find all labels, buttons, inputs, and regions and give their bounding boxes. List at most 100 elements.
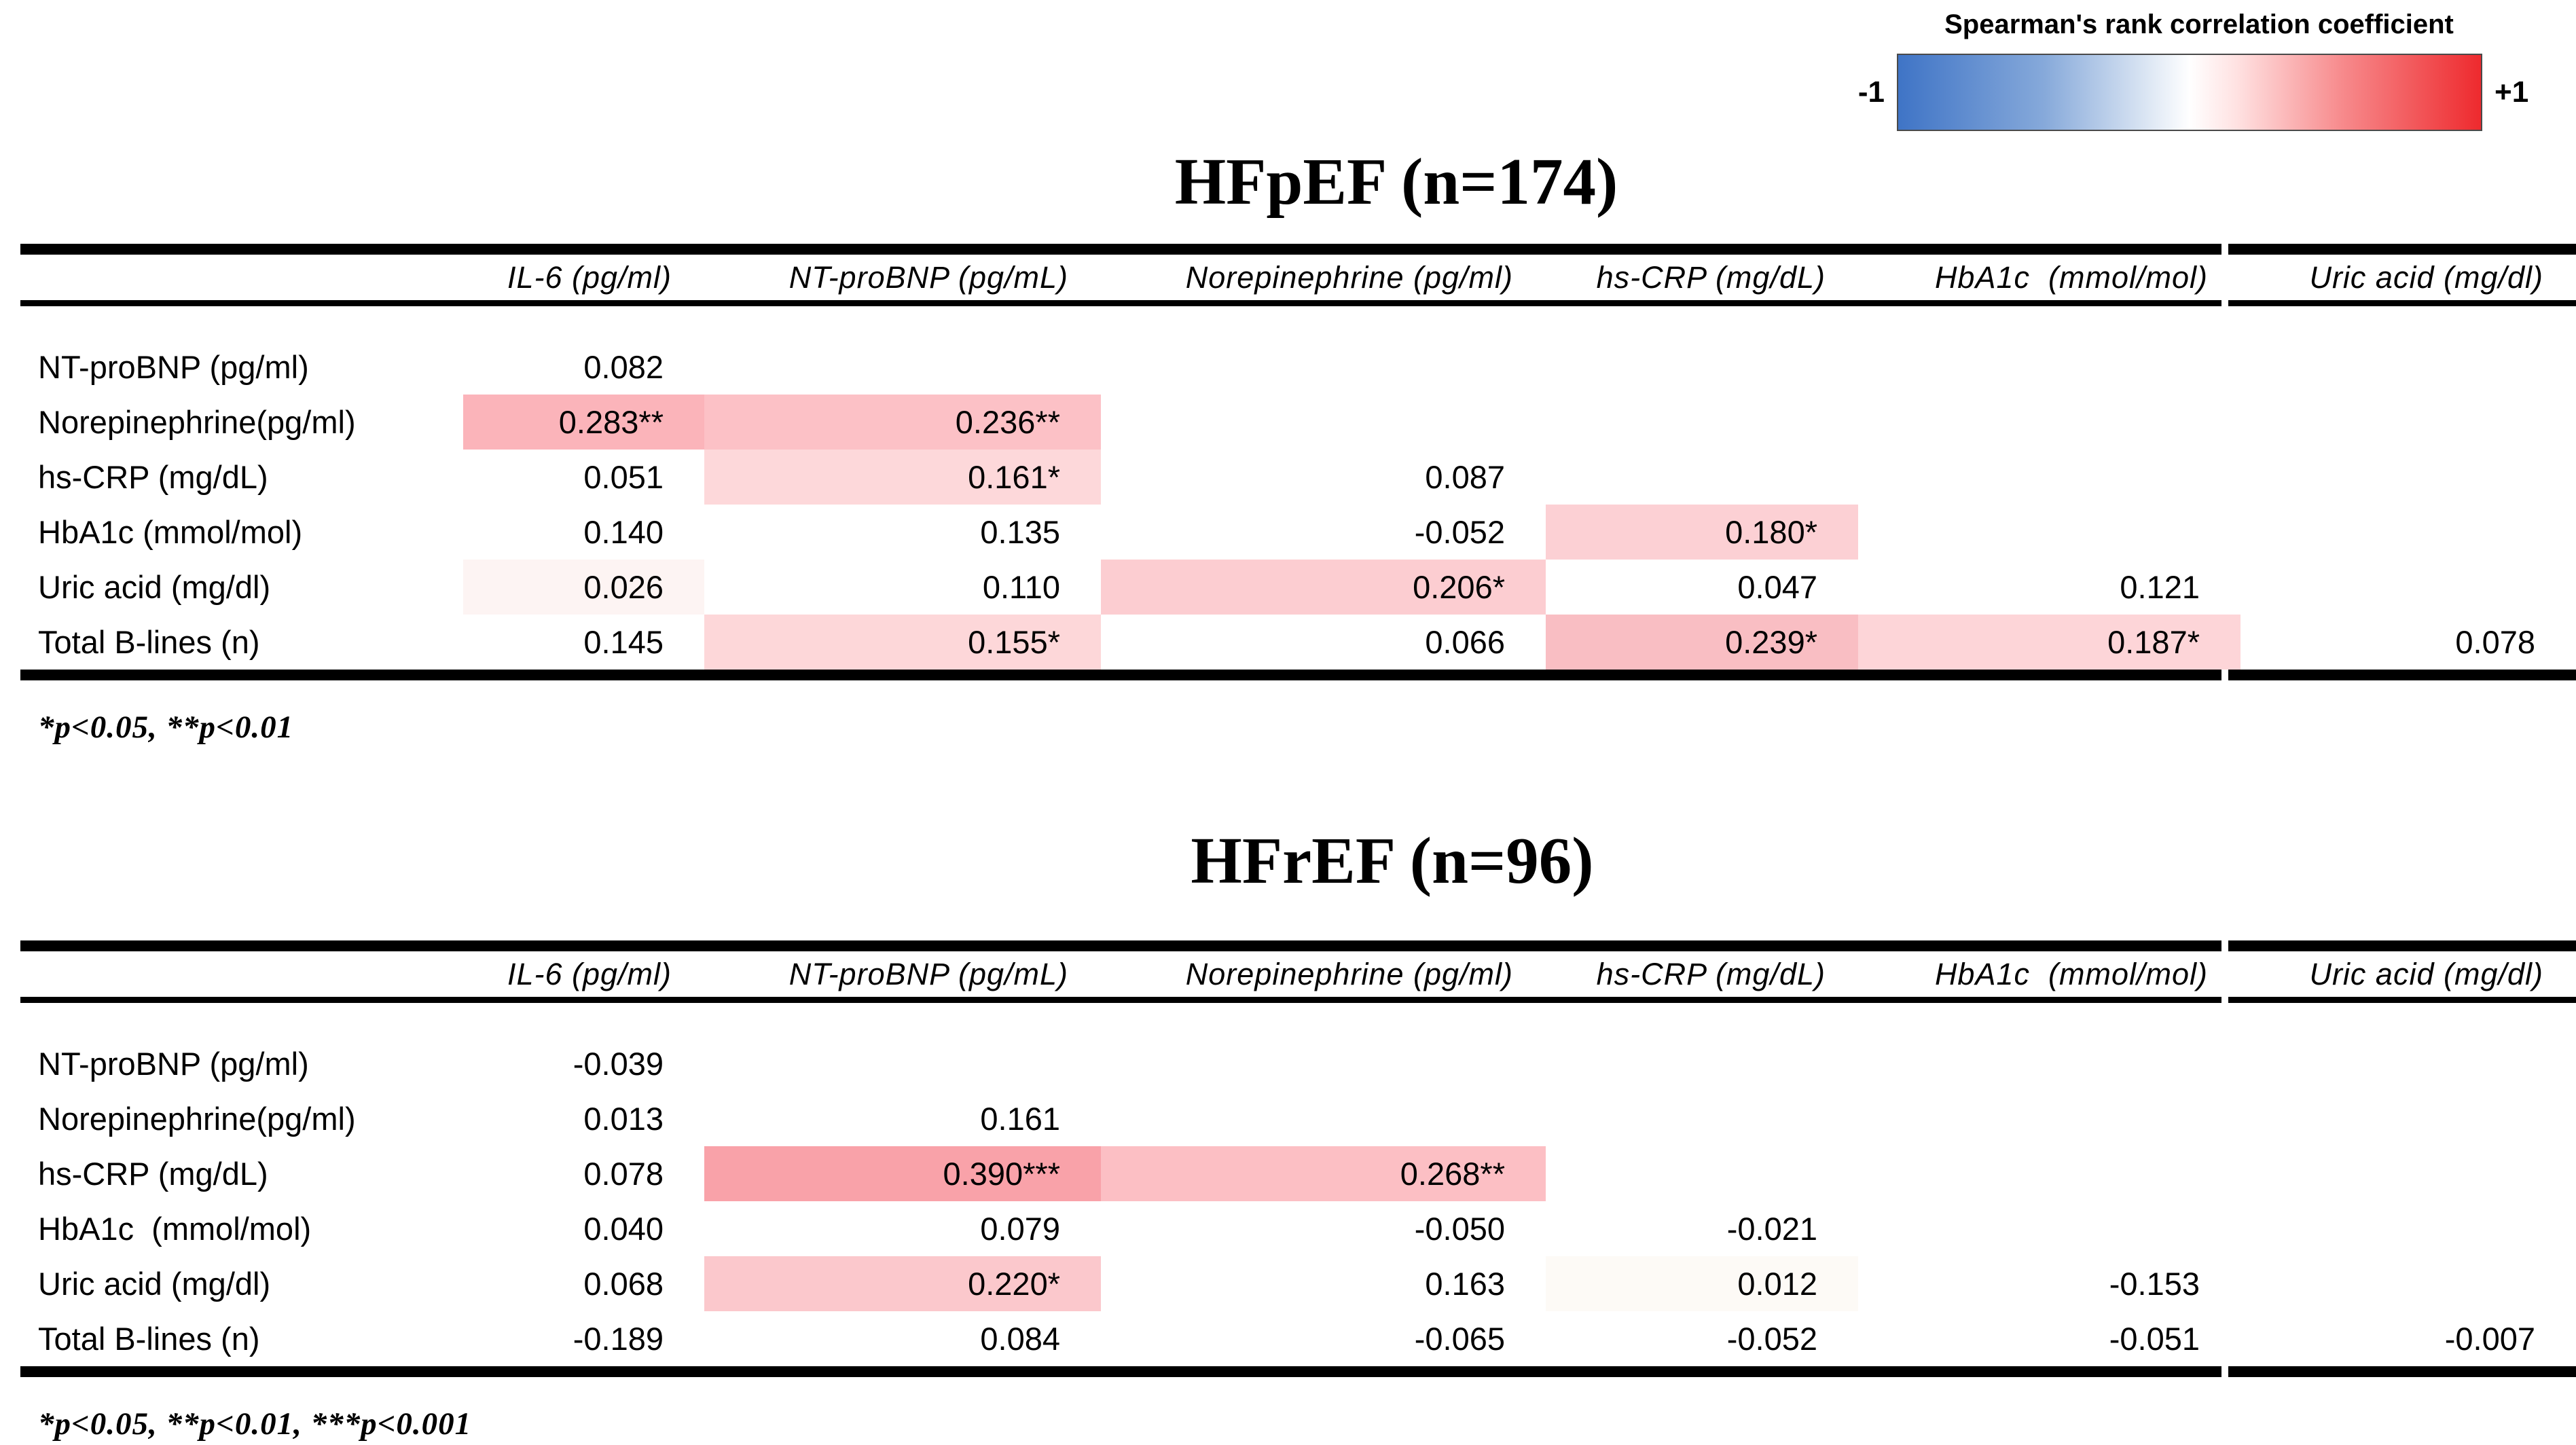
header-rule (20, 300, 2576, 306)
correlation-cell (2241, 1256, 2576, 1311)
correlation-cell (1546, 1036, 1858, 1091)
column-header: IL-6 (pg/ml) (507, 259, 672, 295)
column-header: Uric acid (mg/dl) (2309, 956, 2543, 991)
correlation-cell (704, 340, 1101, 395)
correlation-cell: 0.161* (704, 450, 1101, 505)
correlation-cell: 0.082 (583, 349, 664, 385)
column-header: IL-6 (pg/ml) (507, 956, 672, 991)
correlation-cell: -0.051 (2109, 1321, 2200, 1357)
correlation-cell (1858, 1091, 2241, 1146)
correlation-cell (1101, 395, 1546, 450)
correlation-cell (1546, 1146, 1858, 1201)
column-header: hs-CRP (mg/dL) (1596, 259, 1826, 295)
correlation-cell: 0.026 (463, 560, 704, 615)
colorbar-legend: Spearman's rank correlation coefficient … (1836, 10, 2560, 131)
colorbar-row: -1 +1 (1836, 54, 2560, 131)
table-title-hfpef: HFpEF (n=174) (1174, 145, 1618, 218)
correlation-cell: 0.390*** (704, 1146, 1101, 1201)
correlation-cell (2241, 1036, 2576, 1091)
row-label: NT-proBNP (pg/ml) (38, 349, 309, 385)
correlation-cell: -0.039 (573, 1046, 664, 1082)
row-label: Norepinephrine(pg/ml) (38, 1101, 356, 1137)
table-row: Uric acid (mg/dl) 0.026 0.110 0.206* 0.047 0.… (20, 560, 2576, 615)
bottom-rule (20, 1366, 2576, 1377)
correlation-cell (1101, 1036, 1546, 1091)
column-header: hs-CRP (mg/dL) (1596, 956, 1826, 991)
correlation-cell: 0.079 (980, 1211, 1060, 1247)
correlation-cell: 0.121 (2120, 569, 2200, 605)
correlation-cell: 0.047 (1737, 569, 1817, 605)
correlation-cell (2241, 505, 2576, 560)
row-label: Total B-lines (n) (38, 1321, 260, 1357)
colorbar-min-label: -1 (1857, 75, 1885, 109)
correlation-cell (1546, 450, 1858, 505)
correlation-cell (1101, 340, 1546, 395)
correlation-cell: 0.155* (704, 615, 1101, 670)
row-label: HbA1c (mmol/mol) (38, 514, 303, 550)
correlation-cell: 0.087 (1425, 459, 1505, 495)
correlation-cell: 0.078 (583, 1156, 664, 1192)
header-rule (20, 997, 2576, 1003)
significance-footnote: *p<0.05, **p<0.01 (38, 710, 294, 745)
row-label: NT-proBNP (pg/ml) (38, 1046, 309, 1082)
correlation-cell: 0.012 (1546, 1256, 1858, 1311)
colorbar-gradient (1897, 54, 2482, 131)
correlation-cell (2241, 340, 2576, 395)
table-row: NT-proBNP (pg/ml) 0.082 (20, 340, 2576, 395)
top-rule (20, 940, 2576, 951)
correlation-table-hfref: IL-6 (pg/ml) NT-proBNP (pg/mL) Norepinephr… (20, 940, 2576, 1442)
correlation-cell: 0.140 (583, 514, 664, 550)
correlation-cell: 0.066 (1425, 624, 1505, 660)
correlation-cell (2241, 1201, 2576, 1256)
correlation-cell: -0.052 (1414, 514, 1505, 550)
correlation-cell: -0.021 (1726, 1211, 1817, 1247)
correlation-cell: 0.084 (980, 1321, 1060, 1357)
table-row: Total B-lines (n) 0.145 0.155* 0.066 0.239* 0… (20, 615, 2576, 670)
top-rule (20, 244, 2576, 255)
correlation-cell: 0.078 (2455, 624, 2535, 660)
correlation-cell: -0.189 (573, 1321, 664, 1357)
header-row: IL-6 (pg/ml) NT-proBNP (pg/mL) Norepinephr… (20, 255, 2576, 300)
correlation-cell (2241, 1146, 2576, 1201)
correlation-table-hfpef: IL-6 (pg/ml) NT-proBNP (pg/mL) Norepinephr… (20, 244, 2576, 746)
correlation-cell: -0.052 (1726, 1321, 1817, 1357)
table-row: Uric acid (mg/dl) 0.068 0.220* 0.163 0.012 -0… (20, 1256, 2576, 1311)
significance-footnote: *p<0.05, **p<0.01, ***p<0.001 (38, 1406, 472, 1442)
correlation-cell (2241, 450, 2576, 505)
column-header: Norepinephrine (pg/ml) (1185, 956, 1513, 991)
column-header: NT-proBNP (pg/mL) (788, 259, 1068, 295)
table-row: Norepinephrine(pg/ml) 0.013 0.161 (20, 1091, 2576, 1146)
table-row: HbA1c (mmol/mol) 0.140 0.135 -0.052 0.180* (20, 505, 2576, 560)
table-row: NT-proBNP (pg/ml) -0.039 (20, 1036, 2576, 1091)
correlation-cell: -0.065 (1414, 1321, 1505, 1357)
body-spacer (20, 1003, 2576, 1036)
correlation-cell (1858, 1201, 2241, 1256)
correlation-cell (1858, 395, 2241, 450)
correlation-cell: 0.145 (583, 624, 664, 660)
correlation-cell: 0.187* (1858, 615, 2241, 670)
correlation-cell: 0.161 (980, 1101, 1060, 1137)
correlation-cell: 0.068 (583, 1266, 664, 1302)
table-row: hs-CRP (mg/dL) 0.078 0.390*** 0.268** (20, 1146, 2576, 1201)
correlation-cell: 0.236** (704, 395, 1101, 450)
colorbar-title: Spearman's rank correlation coefficient (1944, 10, 2454, 39)
table-row: HbA1c (mmol/mol) 0.040 0.079 -0.050 -0.021 (20, 1201, 2576, 1256)
correlation-cell: 0.239* (1546, 615, 1858, 670)
table-title-hfref: HFrEF (n=96) (1191, 824, 1594, 897)
correlation-cell (1858, 505, 2241, 560)
row-label: hs-CRP (mg/dL) (38, 1156, 268, 1192)
row-label: Uric acid (mg/dl) (38, 569, 271, 605)
correlation-cell (1858, 450, 2241, 505)
correlation-cell (1101, 1091, 1546, 1146)
correlation-cell (1858, 1036, 2241, 1091)
correlation-cell: 0.051 (583, 459, 664, 495)
correlation-cell (1546, 1091, 1858, 1146)
row-label: HbA1c (mmol/mol) (38, 1211, 312, 1247)
correlation-cell (704, 1036, 1101, 1091)
correlation-cell: -0.153 (2109, 1266, 2200, 1302)
column-header: NT-proBNP (pg/mL) (788, 956, 1068, 991)
column-header: Uric acid (mg/dl) (2309, 259, 2543, 295)
correlation-cell: 0.163 (1425, 1266, 1505, 1302)
correlation-cell (1858, 340, 2241, 395)
table-row: Total B-lines (n) -0.189 0.084 -0.065 -0.052… (20, 1311, 2576, 1366)
